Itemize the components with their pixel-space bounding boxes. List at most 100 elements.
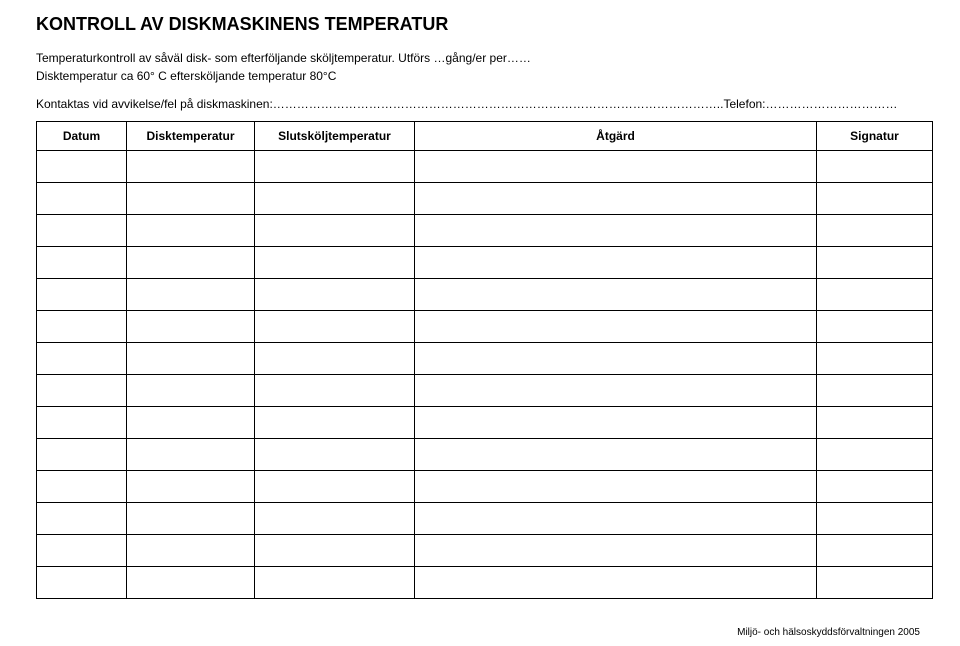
table-cell xyxy=(37,567,127,599)
table-header-row: DatumDisktemperaturSlutsköljtemperaturÅt… xyxy=(37,122,933,151)
intro-line-1: Temperaturkontroll av såväl disk- som ef… xyxy=(36,51,531,65)
table-cell xyxy=(127,375,255,407)
table-header-cell: Disktemperatur xyxy=(127,122,255,151)
table-cell xyxy=(817,311,933,343)
table-cell xyxy=(415,471,817,503)
table-cell xyxy=(37,247,127,279)
footer-text: Miljö- och hälsoskyddsförvaltningen 2005 xyxy=(737,627,920,638)
table-header-cell: Datum xyxy=(37,122,127,151)
table-cell xyxy=(817,503,933,535)
table-cell xyxy=(255,439,415,471)
table-row xyxy=(37,503,933,535)
table-cell xyxy=(255,503,415,535)
table-row xyxy=(37,279,933,311)
table-cell xyxy=(37,151,127,183)
table-body xyxy=(37,151,933,599)
table-row xyxy=(37,311,933,343)
table-cell xyxy=(255,343,415,375)
table-cell xyxy=(127,183,255,215)
table-head: DatumDisktemperaturSlutsköljtemperaturÅt… xyxy=(37,122,933,151)
contact-prefix: Kontaktas vid avvikelse/fel på diskmaski… xyxy=(36,97,273,111)
table-cell xyxy=(127,471,255,503)
table-cell xyxy=(255,407,415,439)
table-cell xyxy=(415,567,817,599)
table-cell xyxy=(255,471,415,503)
page-title: KONTROLL AV DISKMASKINENS TEMPERATUR xyxy=(36,14,932,35)
table-cell xyxy=(127,311,255,343)
temperature-log-table: DatumDisktemperaturSlutsköljtemperaturÅt… xyxy=(36,121,933,599)
table-row xyxy=(37,375,933,407)
table-cell xyxy=(415,151,817,183)
table-cell xyxy=(127,503,255,535)
table-cell xyxy=(127,407,255,439)
table-header-cell: Åtgärd xyxy=(415,122,817,151)
table-cell xyxy=(37,471,127,503)
table-row xyxy=(37,247,933,279)
table-row xyxy=(37,151,933,183)
table-cell xyxy=(37,279,127,311)
table-cell xyxy=(415,279,817,311)
table-cell xyxy=(255,247,415,279)
table-cell xyxy=(37,375,127,407)
table-cell xyxy=(817,151,933,183)
intro-line-2: Disktemperatur ca 60° C eftersköljande t… xyxy=(36,69,336,83)
table-cell xyxy=(817,343,933,375)
table-cell xyxy=(415,215,817,247)
table-cell xyxy=(255,151,415,183)
table-cell xyxy=(127,535,255,567)
table-cell xyxy=(255,215,415,247)
table-cell xyxy=(415,343,817,375)
table-header-cell: Slutsköljtemperatur xyxy=(255,122,415,151)
table-header-cell: Signatur xyxy=(817,122,933,151)
table-cell xyxy=(415,439,817,471)
table-cell xyxy=(817,535,933,567)
table-cell xyxy=(37,439,127,471)
table-cell xyxy=(415,375,817,407)
table-cell xyxy=(37,407,127,439)
table-row xyxy=(37,439,933,471)
table-cell xyxy=(817,215,933,247)
telefon-dots: …………………………… xyxy=(766,97,898,111)
table-cell xyxy=(817,407,933,439)
intro-text: Temperaturkontroll av såväl disk- som ef… xyxy=(36,49,932,85)
table-row xyxy=(37,343,933,375)
table-row xyxy=(37,215,933,247)
table-row xyxy=(37,183,933,215)
table-cell xyxy=(817,375,933,407)
table-cell xyxy=(817,471,933,503)
table-cell xyxy=(817,567,933,599)
table-cell xyxy=(817,247,933,279)
contact-line: Kontaktas vid avvikelse/fel på diskmaski… xyxy=(36,97,932,111)
table-cell xyxy=(127,567,255,599)
table-cell xyxy=(127,439,255,471)
table-cell xyxy=(37,343,127,375)
table-cell xyxy=(127,279,255,311)
table-cell xyxy=(415,503,817,535)
table-cell xyxy=(255,375,415,407)
table-cell xyxy=(817,183,933,215)
table-cell xyxy=(255,311,415,343)
table-cell xyxy=(415,311,817,343)
table-row xyxy=(37,471,933,503)
table-cell xyxy=(817,279,933,311)
table-cell xyxy=(37,183,127,215)
table-cell xyxy=(37,215,127,247)
table-cell xyxy=(817,439,933,471)
table-cell xyxy=(255,279,415,311)
table-cell xyxy=(255,535,415,567)
table-cell xyxy=(415,247,817,279)
telefon-label: Telefon: xyxy=(723,97,765,111)
table-cell xyxy=(37,503,127,535)
page-container: KONTROLL AV DISKMASKINENS TEMPERATUR Tem… xyxy=(0,0,960,646)
table-cell xyxy=(415,535,817,567)
table-cell xyxy=(415,407,817,439)
table-row xyxy=(37,407,933,439)
table-cell xyxy=(127,215,255,247)
table-cell xyxy=(37,311,127,343)
table-cell xyxy=(415,183,817,215)
table-cell xyxy=(127,247,255,279)
table-cell xyxy=(37,535,127,567)
table-cell xyxy=(127,343,255,375)
table-row xyxy=(37,535,933,567)
table-cell xyxy=(255,567,415,599)
